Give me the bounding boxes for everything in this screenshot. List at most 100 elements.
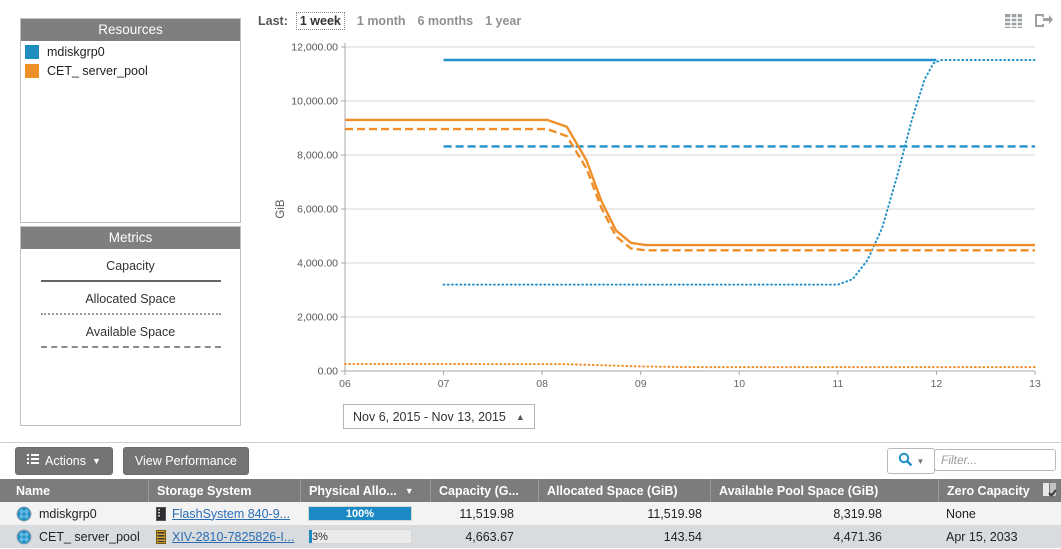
physical-allocation-cell: 3% — [300, 525, 430, 548]
metrics-panel-title: Metrics — [21, 227, 240, 249]
zero-capacity-cell: None — [938, 502, 1061, 525]
pool-name-cell: CET_ server_pool — [8, 525, 148, 548]
allocated-space-cell: 143.54 — [538, 525, 710, 548]
storage-system-link[interactable]: XIV-2810-7825826-I... — [172, 529, 295, 544]
capacity-cell: 4,663.67 — [430, 525, 538, 548]
svg-text:6,000.00: 6,000.00 — [297, 204, 338, 216]
legend-color-swatch — [25, 45, 39, 59]
metrics-list: Capacity Allocated Space Available Space — [21, 259, 240, 348]
column-header-label: Available Pool Space (GiB) — [719, 483, 879, 498]
svg-text:0.00: 0.00 — [318, 366, 339, 378]
svg-text:10: 10 — [733, 378, 745, 390]
svg-text:GiB: GiB — [275, 199, 287, 219]
metric-item[interactable]: Available Space — [21, 325, 240, 348]
time-option-1-year[interactable]: 1 year — [485, 14, 522, 28]
storage-system-cell: XIV-2810-7825826-I... — [148, 525, 300, 548]
dashed-line-sample — [40, 346, 221, 348]
time-option-6-months[interactable]: 6 months — [417, 14, 474, 28]
column-header-capacity-g[interactable]: Capacity (G... — [430, 479, 538, 502]
metric-item[interactable]: Allocated Space — [21, 292, 240, 315]
table-header-row: Name Storage System Physical Allo... ▼ Capac… — [0, 479, 1061, 502]
metric-item-label: Allocated Space — [85, 292, 176, 306]
time-range-selector: Last: 1 week 1 month 6 months 1 year — [258, 12, 522, 30]
legend-color-swatch — [25, 64, 39, 78]
list-icon — [27, 454, 39, 468]
pool-name: CET_ server_pool — [39, 529, 140, 544]
solid-line-sample — [40, 280, 221, 282]
bar-fill — [309, 507, 411, 520]
available-pool-space-cell: 4,471.36 — [710, 525, 938, 548]
column-header-allocated-space-gib[interactable]: Allocated Space (GiB) — [538, 479, 710, 502]
date-range-button[interactable]: Nov 6, 2015 - Nov 13, 2015 ▲ — [343, 404, 535, 429]
column-picker-icon[interactable] — [1042, 482, 1057, 501]
svg-text:08: 08 — [536, 378, 548, 390]
column-header-available-pool-space-gib[interactable]: Available Pool Space (GiB) — [710, 479, 938, 502]
storage-system-cell: FlashSystem 840-9... — [148, 502, 300, 525]
available-pool-space-cell-value: 4,471.36 — [833, 529, 882, 544]
zero-capacity-cell: Apr 15, 2033 — [938, 525, 1061, 548]
actions-button-label: Actions — [45, 454, 86, 468]
export-icon[interactable] — [1033, 12, 1053, 32]
storage-system-link[interactable]: FlashSystem 840-9... — [172, 506, 291, 521]
actions-button[interactable]: Actions ▼ — [15, 447, 113, 475]
view-performance-label: View Performance — [134, 454, 237, 468]
xiv-icon — [156, 529, 166, 544]
search-button[interactable]: ▼ — [887, 448, 935, 474]
column-header-label: Allocated Space (GiB) — [547, 483, 678, 498]
svg-text:07: 07 — [438, 378, 450, 390]
pools-table-section: Actions ▼ View Performance ▼ Name Storage… — [0, 442, 1061, 548]
time-option-1-week[interactable]: 1 week — [295, 12, 345, 30]
capacity-cell: 11,519.98 — [430, 502, 538, 525]
svg-text:09: 09 — [635, 378, 647, 390]
svg-text:8,000.00: 8,000.00 — [297, 150, 338, 162]
table-row[interactable]: mdiskgrp0 FlashSystem 840-9... 100% 11,519.… — [0, 502, 1061, 525]
column-header-zero-capacity[interactable]: Zero Capacity — [938, 479, 1061, 502]
series-cet_-server_pool-capacity — [345, 118, 1035, 247]
metric-item-label: Capacity — [106, 259, 155, 273]
capacity-cell-value: 4,663.67 — [465, 529, 514, 544]
pool-name: mdiskgrp0 — [39, 506, 97, 521]
svg-text:11: 11 — [832, 378, 843, 390]
chevron-down-icon: ▼ — [916, 456, 925, 466]
allocated-space-cell: 11,519.98 — [538, 502, 710, 525]
table-toolbar: Actions ▼ View Performance ▼ — [0, 443, 1061, 479]
pool-icon — [16, 529, 32, 545]
view-performance-button[interactable]: View Performance — [122, 447, 249, 475]
allocated-space-cell-value: 11,519.98 — [647, 506, 702, 521]
svg-text:2,000.00: 2,000.00 — [297, 312, 338, 324]
svg-text:12,000.00: 12,000.00 — [291, 42, 338, 54]
time-range-label: Last: — [258, 14, 288, 28]
column-header-label: Name — [16, 483, 51, 498]
svg-text:12: 12 — [931, 378, 943, 390]
series-cet_-server_pool-allocated-space — [344, 363, 1036, 369]
pool-icon — [16, 506, 32, 522]
svg-text:13: 13 — [1029, 378, 1041, 390]
available-pool-space-cell: 8,319.98 — [710, 502, 938, 525]
pool-name-cell: mdiskgrp0 — [8, 502, 148, 525]
legend-item[interactable]: mdiskgrp0 — [21, 41, 240, 60]
column-header-name[interactable]: Name — [8, 479, 148, 502]
svg-text:06: 06 — [339, 378, 351, 390]
resources-legend: mdiskgrp0 CET_ server_pool — [21, 41, 240, 79]
column-header-storage-system[interactable]: Storage System — [148, 479, 300, 502]
zero-capacity-value: None — [946, 506, 976, 521]
table-view-icon[interactable] — [1004, 13, 1023, 32]
legend-item[interactable]: CET_ server_pool — [21, 60, 240, 79]
chevron-up-icon: ▲ — [515, 411, 525, 422]
sort-desc-icon: ▼ — [404, 485, 414, 496]
series-cet_-server_pool-available-space — [345, 127, 1035, 252]
physical-allocation-cell: 100% — [300, 502, 430, 525]
flashsystem-icon — [156, 506, 166, 521]
column-header-label: Storage System — [157, 483, 252, 498]
bar-label: 3% — [312, 530, 328, 543]
filter-input[interactable] — [934, 449, 1056, 471]
column-header-physical-allo[interactable]: Physical Allo... ▼ — [300, 479, 430, 502]
table-row[interactable]: CET_ server_pool XIV-2810-7825826-I... 3% 4… — [0, 525, 1061, 548]
bar-label: 100% — [345, 507, 375, 520]
series-mdiskgrp0-allocated-space — [442, 59, 1036, 286]
metric-item[interactable]: Capacity — [21, 259, 240, 282]
time-option-1-month[interactable]: 1 month — [356, 14, 406, 28]
zero-capacity-value: Apr 15, 2033 — [946, 529, 1018, 544]
resources-panel-title: Resources — [21, 19, 240, 41]
chevron-down-icon: ▼ — [92, 456, 101, 466]
